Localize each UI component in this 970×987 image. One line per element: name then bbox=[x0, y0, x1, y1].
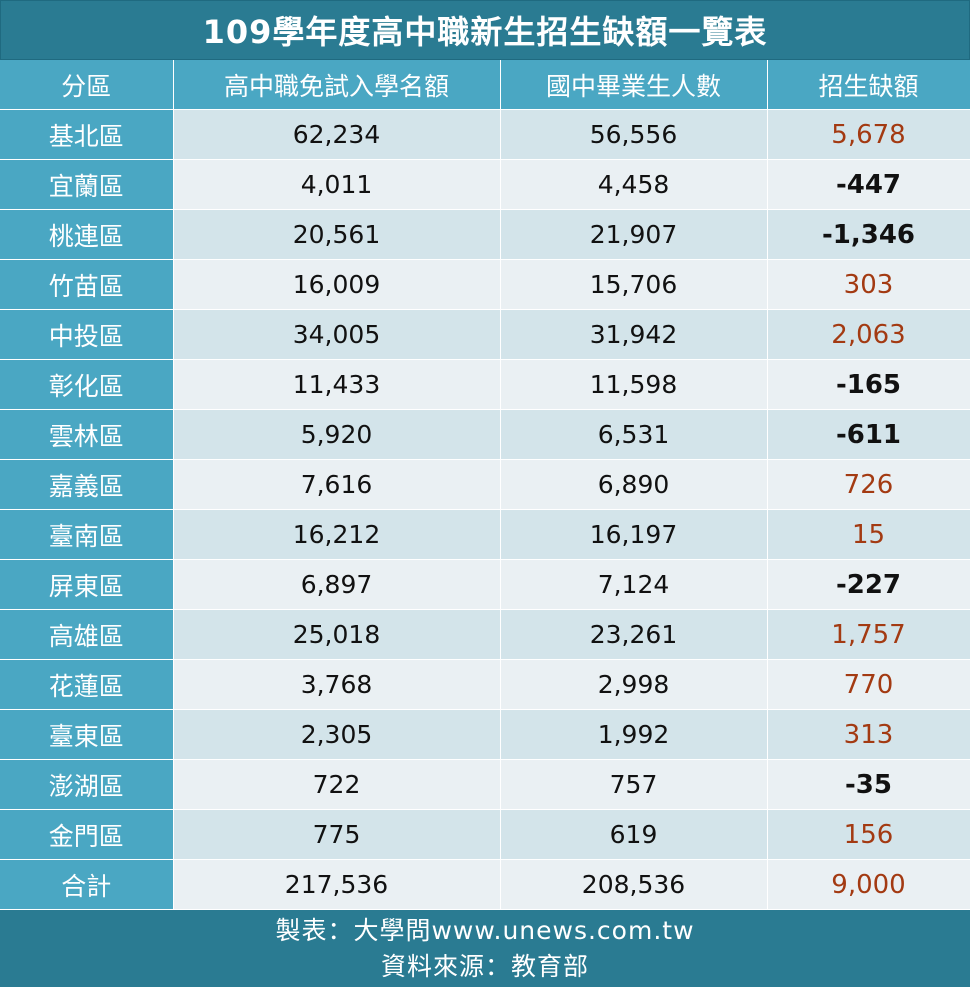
graduates-cell: 6,890 bbox=[500, 459, 768, 510]
gap-cell: 2,063 bbox=[767, 309, 970, 360]
region-cell: 高雄區 bbox=[0, 609, 174, 660]
table-row: 金門區 775 619 156 bbox=[0, 809, 970, 860]
gap-cell: 770 bbox=[767, 659, 970, 710]
region-cell: 竹苗區 bbox=[0, 259, 174, 310]
graduates-cell: 208,536 bbox=[500, 859, 768, 910]
quota-cell: 6,897 bbox=[173, 559, 501, 610]
table-row: 嘉義區 7,616 6,890 726 bbox=[0, 459, 970, 510]
region-cell: 澎湖區 bbox=[0, 759, 174, 810]
region-cell: 合計 bbox=[0, 859, 174, 910]
region-cell: 金門區 bbox=[0, 809, 174, 860]
table-row: 合計 217,536 208,536 9,000 bbox=[0, 859, 970, 910]
gap-cell: 1,757 bbox=[767, 609, 970, 660]
table-row: 宜蘭區 4,011 4,458 -447 bbox=[0, 159, 970, 210]
quota-cell: 4,011 bbox=[173, 159, 501, 210]
quota-cell: 722 bbox=[173, 759, 501, 810]
region-cell: 臺南區 bbox=[0, 509, 174, 560]
table-row: 桃連區 20,561 21,907 -1,346 bbox=[0, 209, 970, 260]
gap-cell: -1,346 bbox=[767, 209, 970, 260]
quota-cell: 2,305 bbox=[173, 709, 501, 760]
quota-cell: 62,234 bbox=[173, 109, 501, 160]
graduates-cell: 15,706 bbox=[500, 259, 768, 310]
table-row: 臺東區 2,305 1,992 313 bbox=[0, 709, 970, 760]
quota-cell: 7,616 bbox=[173, 459, 501, 510]
table-row: 澎湖區 722 757 -35 bbox=[0, 759, 970, 810]
region-cell: 基北區 bbox=[0, 109, 174, 160]
gap-cell: -165 bbox=[767, 359, 970, 410]
header-graduates: 國中畢業生人數 bbox=[500, 60, 768, 110]
region-cell: 花蓮區 bbox=[0, 659, 174, 710]
table-row: 臺南區 16,212 16,197 15 bbox=[0, 509, 970, 560]
footer-source: 資料來源：教育部 bbox=[380, 951, 589, 981]
quota-cell: 217,536 bbox=[173, 859, 501, 910]
header-region: 分區 bbox=[0, 60, 174, 110]
table-row: 基北區 62,234 56,556 5,678 bbox=[0, 109, 970, 160]
quota-cell: 11,433 bbox=[173, 359, 501, 410]
region-cell: 中投區 bbox=[0, 309, 174, 360]
admissions-table: 分區 高中職免試入學名額 國中畢業生人數 招生缺額 基北區 62,234 56,55… bbox=[0, 60, 970, 910]
table-row: 中投區 34,005 31,942 2,063 bbox=[0, 309, 970, 360]
gap-cell: -447 bbox=[767, 159, 970, 210]
quota-cell: 20,561 bbox=[173, 209, 501, 260]
quota-cell: 34,005 bbox=[173, 309, 501, 360]
header-quota: 高中職免試入學名額 bbox=[173, 60, 501, 110]
gap-cell: 156 bbox=[767, 809, 970, 860]
region-cell: 嘉義區 bbox=[0, 459, 174, 510]
graduates-cell: 2,998 bbox=[500, 659, 768, 710]
graduates-cell: 23,261 bbox=[500, 609, 768, 660]
gap-cell: 313 bbox=[767, 709, 970, 760]
header-gap: 招生缺額 bbox=[767, 60, 970, 110]
gap-cell: 726 bbox=[767, 459, 970, 510]
gap-cell: 303 bbox=[767, 259, 970, 310]
quota-cell: 5,920 bbox=[173, 409, 501, 460]
graduates-cell: 7,124 bbox=[500, 559, 768, 610]
table-body: 基北區 62,234 56,556 5,678 宜蘭區 4,011 4,458 -447 桃連區… bbox=[0, 109, 970, 910]
graduates-cell: 1,992 bbox=[500, 709, 768, 760]
gap-cell: 9,000 bbox=[767, 859, 970, 910]
table-row: 雲林區 5,920 6,531 -611 bbox=[0, 409, 970, 460]
graduates-cell: 16,197 bbox=[500, 509, 768, 560]
table-title: 109學年度高中職新生招生缺額一覽表 bbox=[0, 0, 970, 60]
region-cell: 宜蘭區 bbox=[0, 159, 174, 210]
graduates-cell: 6,531 bbox=[500, 409, 768, 460]
table-row: 花蓮區 3,768 2,998 770 bbox=[0, 659, 970, 710]
region-cell: 雲林區 bbox=[0, 409, 174, 460]
graduates-cell: 757 bbox=[500, 759, 768, 810]
region-cell: 屏東區 bbox=[0, 559, 174, 610]
header-row: 分區 高中職免試入學名額 國中畢業生人數 招生缺額 bbox=[0, 60, 970, 110]
gap-cell: -35 bbox=[767, 759, 970, 810]
graduates-cell: 619 bbox=[500, 809, 768, 860]
graduates-cell: 21,907 bbox=[500, 209, 768, 260]
table-row: 竹苗區 16,009 15,706 303 bbox=[0, 259, 970, 310]
quota-cell: 3,768 bbox=[173, 659, 501, 710]
region-cell: 桃連區 bbox=[0, 209, 174, 260]
quota-cell: 775 bbox=[173, 809, 501, 860]
gap-cell: -227 bbox=[767, 559, 970, 610]
graduates-cell: 4,458 bbox=[500, 159, 768, 210]
graduates-cell: 56,556 bbox=[500, 109, 768, 160]
gap-cell: 5,678 bbox=[767, 109, 970, 160]
table-row: 高雄區 25,018 23,261 1,757 bbox=[0, 609, 970, 660]
quota-cell: 16,212 bbox=[173, 509, 501, 560]
table-row: 屏東區 6,897 7,124 -227 bbox=[0, 559, 970, 610]
table-row: 彰化區 11,433 11,598 -165 bbox=[0, 359, 970, 410]
gap-cell: 15 bbox=[767, 509, 970, 560]
gap-cell: -611 bbox=[767, 409, 970, 460]
footer: 製表：大學問www.unews.com.tw 資料來源：教育部 bbox=[0, 910, 970, 987]
quota-cell: 25,018 bbox=[173, 609, 501, 660]
graduates-cell: 31,942 bbox=[500, 309, 768, 360]
graduates-cell: 11,598 bbox=[500, 359, 768, 410]
region-cell: 彰化區 bbox=[0, 359, 174, 410]
footer-maker: 製表：大學問www.unews.com.tw bbox=[275, 915, 695, 945]
quota-cell: 16,009 bbox=[173, 259, 501, 310]
region-cell: 臺東區 bbox=[0, 709, 174, 760]
